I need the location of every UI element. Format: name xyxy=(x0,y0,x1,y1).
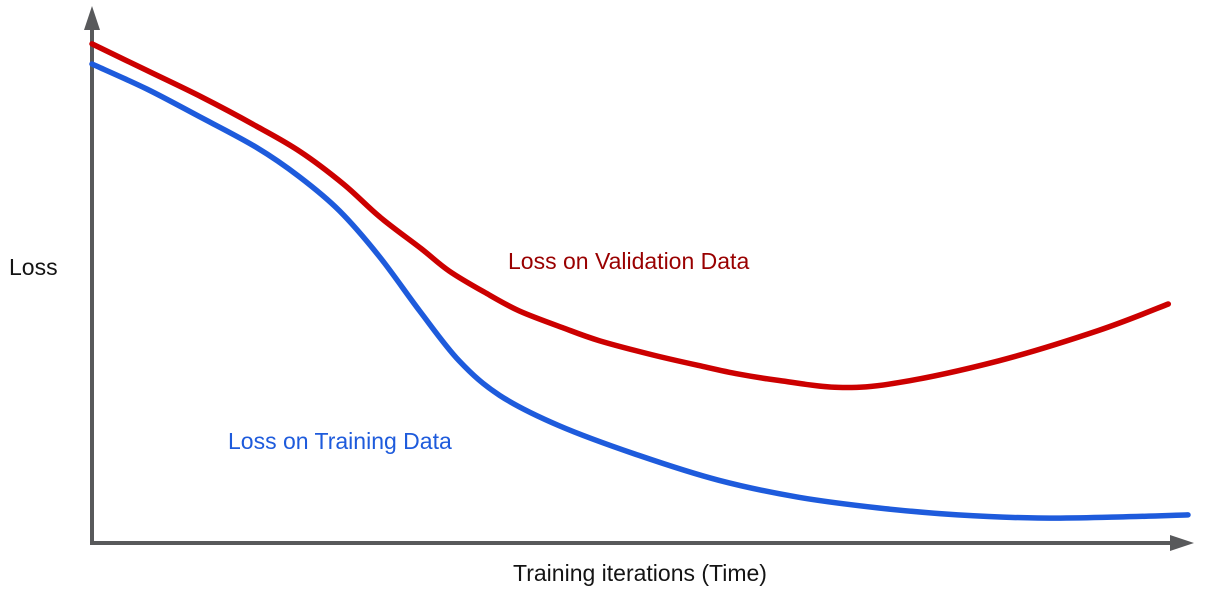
x-axis-arrowhead-icon xyxy=(1170,535,1194,551)
x-axis-label: Training iterations (Time) xyxy=(513,560,767,586)
y-axis-arrowhead-icon xyxy=(84,6,100,30)
training-loss-curve xyxy=(89,61,1191,521)
training-series-label: Loss on Training Data xyxy=(228,428,452,454)
validation-series-label: Loss on Validation Data xyxy=(508,248,750,274)
y-axis-label: Loss xyxy=(9,254,58,280)
validation-loss-curve xyxy=(89,41,1172,391)
